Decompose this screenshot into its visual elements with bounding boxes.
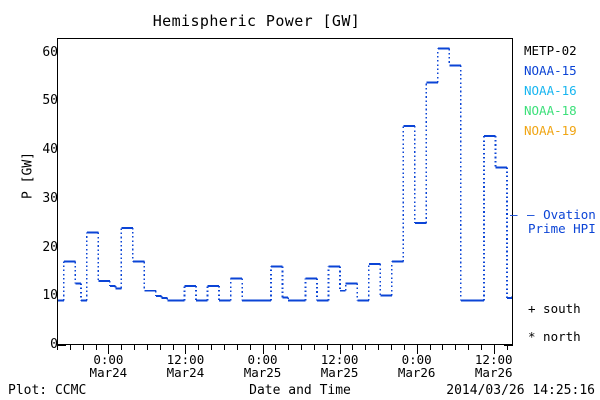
x-axis-label: Date and Time — [249, 383, 351, 398]
x-tick-minor — [249, 345, 251, 350]
x-tick-minor — [352, 345, 354, 350]
x-tick-minor — [69, 345, 71, 350]
y-tick-label: 0 — [50, 337, 58, 352]
x-tick-label-time: 12:00 — [166, 352, 205, 367]
footer-timestamp: 2014/03/26 14:25:16 — [446, 383, 595, 398]
y-tick-major-right — [504, 345, 513, 346]
x-tick-minor — [134, 345, 136, 350]
x-tick-minor — [455, 345, 457, 350]
y-tick-major — [57, 345, 66, 346]
legend-north: * north — [528, 329, 581, 344]
x-tick-label-date: Mar26 — [397, 365, 436, 380]
ovation-legend-line1: Ovation — [543, 207, 596, 222]
x-tick-label: 12:00 Mar26 — [449, 353, 539, 379]
x-tick-label-date: Mar25 — [320, 365, 359, 380]
y-tick-label: 50 — [42, 93, 58, 109]
legend-item-noaa-15: NOAA-15 — [524, 63, 577, 78]
y-tick-label: 60 — [42, 44, 58, 60]
x-tick-label-time: 0:00 — [93, 352, 124, 367]
x-tick-minor — [468, 345, 470, 350]
x-tick-minor — [223, 345, 225, 350]
legend-south: + south — [528, 301, 581, 316]
x-tick-major — [185, 345, 187, 354]
y-tick-label: 30 — [42, 190, 58, 206]
x-tick-major — [339, 345, 341, 354]
x-tick-minor — [429, 345, 431, 350]
x-tick-label: 0:00 Mar24 — [63, 353, 153, 379]
x-tick-minor — [288, 345, 290, 350]
x-tick-major — [108, 345, 110, 354]
x-tick-minor — [95, 345, 97, 350]
plot-frame — [57, 38, 513, 345]
x-tick-minor — [275, 345, 277, 350]
ovation-legend-line2: Prime HPI — [528, 221, 596, 236]
x-tick-label-date: Mar26 — [474, 365, 513, 380]
x-tick-label-time: 12:00 — [474, 352, 513, 367]
x-tick-major — [416, 345, 418, 354]
x-tick-label-time: 12:00 — [320, 352, 359, 367]
x-tick-minor — [172, 345, 174, 350]
x-tick-minor — [506, 345, 508, 350]
y-tick-label: 10 — [42, 288, 58, 304]
footer-plot-source: Plot: CCMC — [8, 383, 87, 398]
x-tick-major — [493, 345, 495, 354]
x-tick-minor — [313, 345, 315, 350]
x-tick-minor — [146, 345, 148, 350]
x-tick-minor — [301, 345, 303, 350]
x-tick-minor — [211, 345, 213, 350]
x-tick-minor — [378, 345, 380, 350]
x-tick-minor — [480, 345, 482, 350]
x-tick-label-time: 0:00 — [401, 352, 432, 367]
x-tick-minor — [159, 345, 161, 350]
x-tick-minor — [82, 345, 84, 350]
y-tick-label: 20 — [42, 239, 58, 255]
x-tick-label: 12:00 Mar24 — [140, 353, 230, 379]
satellite-legend: METP-02 NOAA-15 NOAA-16 NOAA-18 NOAA-19 — [524, 41, 577, 141]
x-tick-label-date: Mar24 — [89, 365, 128, 380]
x-tick-label-date: Mar25 — [243, 365, 282, 380]
legend-item-metp-02: METP-02 — [524, 43, 577, 58]
x-tick-minor — [442, 345, 444, 350]
x-tick-minor — [365, 345, 367, 350]
x-tick-minor — [390, 345, 392, 350]
data-series-ovation-prime-hpi — [58, 47, 512, 302]
x-tick-minor — [57, 345, 58, 350]
x-tick-label-time: 0:00 — [247, 352, 278, 367]
legend-item-noaa-19: NOAA-19 — [524, 123, 577, 138]
x-tick-minor — [236, 345, 238, 350]
y-tick-label: 40 — [42, 142, 58, 158]
x-tick-label-date: Mar24 — [166, 365, 205, 380]
x-tick-label: 0:00 Mar26 — [372, 353, 462, 379]
x-tick-label: 0:00 Mar25 — [218, 353, 308, 379]
x-tick-minor — [403, 345, 405, 350]
x-tick-minor — [121, 345, 123, 350]
page-title: Hemispheric Power [GW] — [152, 12, 361, 30]
legend-item-noaa-16: NOAA-16 — [524, 83, 577, 98]
x-tick-major — [262, 345, 264, 354]
ovation-legend-dash: — — — [510, 207, 536, 222]
ovation-legend: — — Ovation Prime HPI — [510, 208, 596, 236]
x-tick-label: 12:00 Mar25 — [295, 353, 385, 379]
legend-item-noaa-18: NOAA-18 — [524, 103, 577, 118]
x-tick-minor — [326, 345, 328, 350]
x-tick-minor — [198, 345, 200, 350]
